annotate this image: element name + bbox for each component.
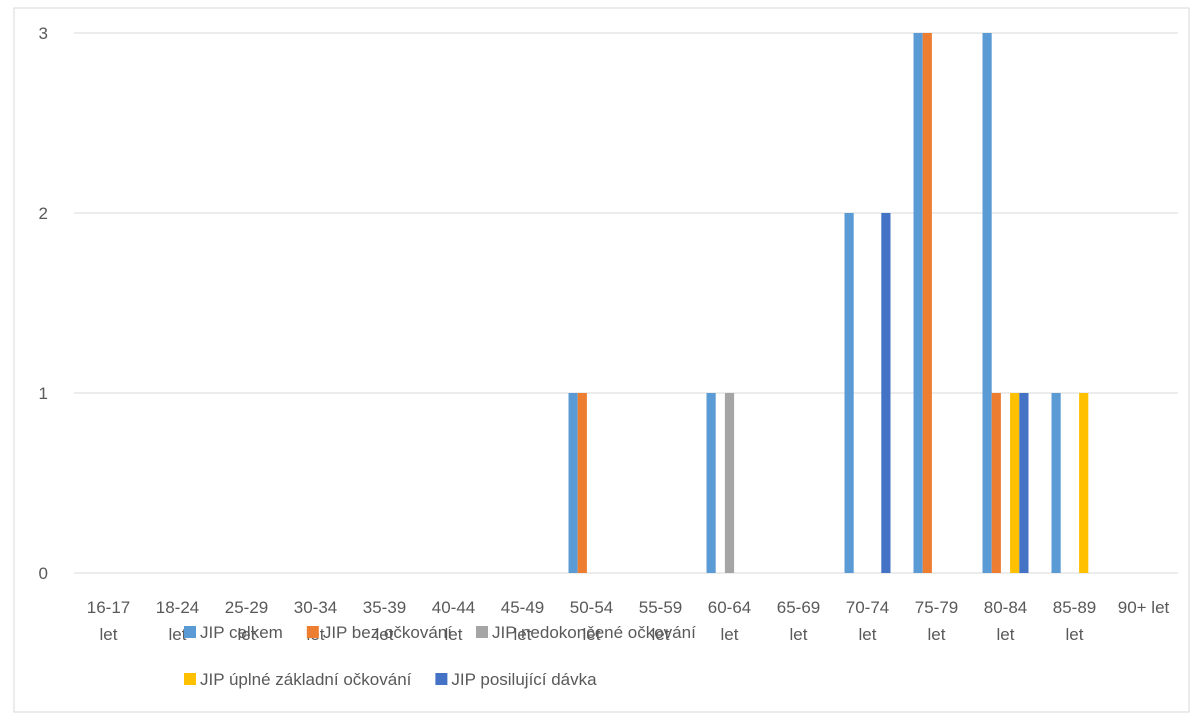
bar	[1010, 393, 1020, 573]
plot-area	[568, 33, 1089, 573]
legend-swatch	[475, 626, 488, 638]
bar	[1019, 393, 1029, 573]
x-tick-label: 65-69 let	[777, 598, 820, 644]
legend-item: JIP nedokončené očkování	[475, 623, 696, 642]
x-tick-label: 18-24 let	[156, 598, 199, 644]
x-tick-label: 60-64 let	[708, 598, 751, 644]
legend: JIP celkem JIP bez očkování JIP nedokončen…	[184, 623, 696, 689]
x-tick-label: 25-29 let	[225, 598, 268, 644]
legend-item: JIP celkem	[184, 623, 283, 642]
y-tick-label: 2	[39, 204, 48, 223]
legend-label: JIP celkem	[200, 623, 283, 642]
legend-label: JIP bez očkování	[323, 623, 452, 642]
legend-label: JIP úplné základní očkování	[200, 670, 412, 689]
legend-label: JIP nedokončené očkování	[492, 623, 696, 642]
bar	[577, 393, 587, 573]
x-tick-label: 80-84 let	[984, 598, 1027, 644]
bar	[991, 393, 1001, 573]
y-tick-label: 1	[39, 384, 48, 403]
legend-swatch	[435, 673, 448, 685]
bar	[881, 213, 891, 573]
y-axis: 0 1 2 3	[39, 24, 48, 583]
x-tick-label: 85-89 let	[1053, 598, 1096, 644]
bar	[724, 393, 735, 573]
bar	[913, 33, 923, 573]
legend-swatch	[306, 626, 319, 638]
bar	[568, 393, 578, 573]
bar	[706, 393, 716, 573]
x-tick-label: 90+ let	[1118, 598, 1170, 617]
legend-item: JIP posilující dávka	[435, 670, 597, 689]
legend-label: JIP posilující dávka	[451, 670, 597, 689]
legend-swatch	[184, 673, 196, 685]
bar	[922, 33, 932, 573]
x-tick-label: 55-59 let	[639, 598, 682, 644]
x-tick-label: 40-44 let	[432, 598, 475, 644]
x-tick-label: 35-39 let	[363, 598, 406, 644]
x-axis: 16-17let18-24let25-29let30-34let35-39let…	[87, 598, 1170, 644]
x-tick-label: 45-49 let	[501, 598, 544, 644]
x-tick-label: 50-54 let	[570, 598, 613, 644]
y-tick-label: 0	[39, 564, 48, 583]
chart-border	[13, 7, 1190, 713]
legend-item: JIP úplné základní očkování	[184, 670, 412, 689]
x-tick-label: 70-74 let	[846, 598, 889, 644]
bar	[982, 33, 992, 573]
bar	[1051, 393, 1061, 573]
legend-item: JIP bez očkování	[306, 623, 452, 642]
legend-swatch	[184, 626, 196, 638]
bar	[1079, 393, 1089, 573]
x-tick-label: 16-17 let	[87, 598, 130, 644]
x-tick-label: 75-79 let	[915, 598, 958, 644]
y-tick-label: 3	[39, 24, 48, 43]
bar	[844, 213, 854, 573]
